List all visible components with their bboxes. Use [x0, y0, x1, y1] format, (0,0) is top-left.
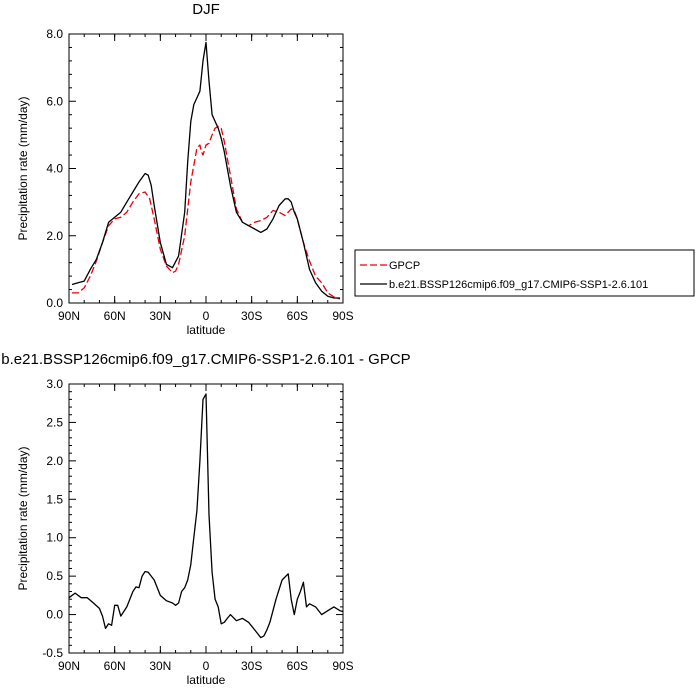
legend-label-0: GPCP — [389, 260, 420, 272]
series-line-1-0 — [68, 393, 344, 639]
x-tick-label: 0 — [203, 309, 210, 323]
panel-top: 90N 60N 30N 0 30S 60S 90S 0.0 2.0 4.0 6.0 8.0 latitu… — [16, 1, 354, 337]
series-line-0-1 — [71, 41, 340, 299]
x-tick-label: 0 — [203, 659, 210, 673]
x-tick-label: 30S — [241, 309, 262, 323]
x-tick-label: 90S — [332, 309, 353, 323]
chart-title: DJF — [192, 1, 220, 18]
panel-bottom: 90N 60N 30N 0 30S 60S 90S -0.5 0.0 0.5 1.0 1.5 2.0 2.… — [1, 351, 410, 687]
y-tick-label: 2.0 — [46, 454, 63, 468]
y-tick-label: 2.5 — [46, 415, 63, 429]
plot-frame — [68, 383, 344, 654]
legend-label-1: b.e21.BSSP126cmip6.f09_g17.CMIP6-SSP1-2.… — [389, 279, 648, 291]
y-tick-label: -0.5 — [42, 646, 63, 660]
y-axis-title: Precipitation rate (mm/day) — [16, 96, 30, 240]
plot-frame — [68, 33, 344, 304]
y-tick-label: 1.0 — [46, 531, 63, 545]
legend-box — [354, 249, 695, 297]
y-tick-label: 0.5 — [46, 569, 63, 583]
y-axis-title: Precipitation rate (mm/day) — [16, 446, 30, 590]
chart-title: b.e21.BSSP126cmip6.f09_g17.CMIP6-SSP1-2.… — [1, 351, 410, 368]
x-tick-label: 90S — [332, 659, 353, 673]
x-tick-label: 60N — [104, 659, 126, 673]
y-tick-label: 6.0 — [46, 94, 63, 108]
legend: GPCP b.e21.BSSP126cmip6.f09_g17.CMIP6-SSP… — [354, 249, 695, 297]
y-tick-label: 3.0 — [46, 377, 63, 391]
x-tick-label: 60S — [287, 309, 308, 323]
y-tick-label: 0.0 — [46, 608, 63, 622]
y-tick-label: 1.5 — [46, 492, 63, 506]
y-tick-label: 8.0 — [46, 27, 63, 41]
series-line-0-0 — [72, 125, 341, 300]
x-tick-label: 60S — [287, 659, 308, 673]
y-tick-label: 0.0 — [46, 296, 63, 310]
x-tick-label: 90N — [58, 309, 80, 323]
y-tick-label: 4.0 — [46, 162, 63, 176]
x-tick-label: 30N — [149, 309, 171, 323]
x-axis-title: latitude — [187, 673, 226, 687]
y-tick-label: 2.0 — [46, 229, 63, 243]
x-tick-label: 30S — [241, 659, 262, 673]
x-tick-label: 30N — [149, 659, 171, 673]
x-tick-label: 90N — [58, 659, 80, 673]
x-tick-label: 60N — [104, 309, 126, 323]
x-axis-title: latitude — [187, 323, 226, 337]
